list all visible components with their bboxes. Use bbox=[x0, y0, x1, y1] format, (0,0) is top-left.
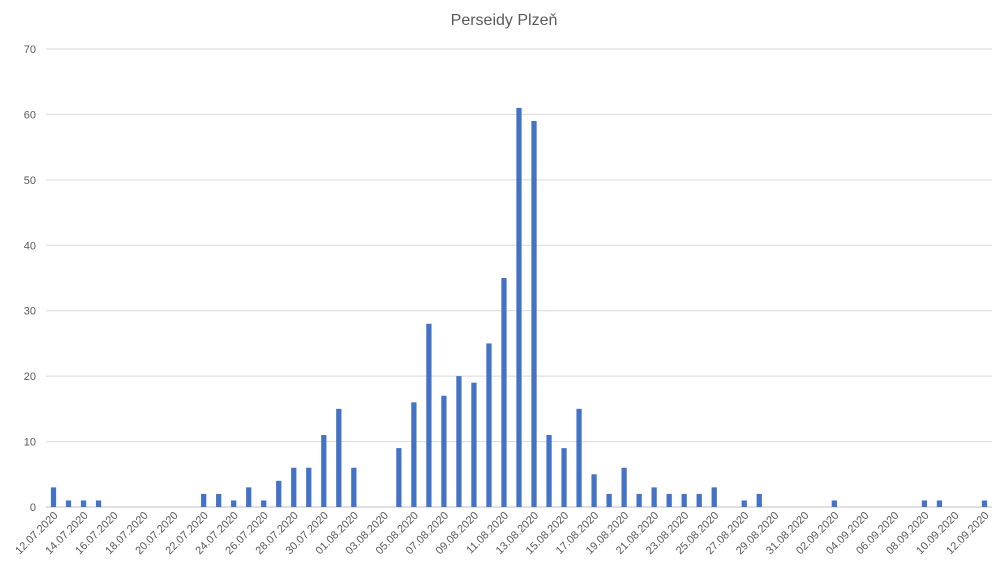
y-tick-label: 40 bbox=[24, 240, 36, 252]
bar bbox=[531, 120, 537, 507]
y-tick-label: 60 bbox=[24, 109, 36, 121]
bar bbox=[636, 493, 642, 507]
y-axis-ticks: 0 10 20 30 40 50 60 70 bbox=[24, 44, 36, 514]
bar bbox=[246, 487, 252, 507]
bar bbox=[95, 500, 102, 507]
bar bbox=[336, 408, 342, 507]
bar bbox=[516, 107, 522, 507]
bar bbox=[471, 382, 477, 507]
bar bbox=[666, 493, 672, 507]
bar bbox=[741, 500, 747, 507]
bar bbox=[576, 408, 582, 507]
bar bbox=[981, 500, 988, 507]
bar bbox=[80, 500, 87, 507]
bar bbox=[65, 500, 72, 507]
bar bbox=[711, 487, 717, 507]
chart-title: Perseidy Plzeň bbox=[450, 12, 558, 29]
y-tick-label: 10 bbox=[24, 437, 36, 449]
y-tick-label: 30 bbox=[24, 306, 36, 318]
bar bbox=[216, 493, 222, 507]
bar bbox=[231, 500, 237, 507]
bar bbox=[291, 467, 297, 507]
y-tick-label: 0 bbox=[30, 502, 36, 514]
bar bbox=[411, 402, 417, 507]
bar bbox=[201, 493, 207, 507]
bar bbox=[831, 500, 837, 507]
bar bbox=[681, 493, 687, 507]
bar bbox=[321, 435, 327, 507]
bar bbox=[561, 448, 567, 507]
bar bbox=[756, 493, 762, 507]
y-tick-label: 70 bbox=[24, 44, 36, 56]
bar bbox=[486, 343, 492, 507]
x-axis-ticks: 12.07.202014.07.202016.07.202018.07.2020… bbox=[13, 510, 991, 557]
y-tick-label: 20 bbox=[24, 371, 36, 383]
bar bbox=[306, 467, 312, 507]
bar bbox=[456, 376, 462, 507]
bar bbox=[546, 435, 552, 507]
bars bbox=[50, 107, 988, 507]
bar bbox=[936, 500, 943, 507]
bar bbox=[441, 395, 447, 507]
bar bbox=[50, 487, 57, 507]
bar bbox=[651, 487, 657, 507]
bar bbox=[606, 493, 612, 507]
bar bbox=[351, 467, 357, 507]
bar bbox=[591, 474, 597, 507]
bar bbox=[276, 480, 282, 507]
bar bbox=[261, 500, 267, 507]
bar bbox=[426, 323, 432, 507]
bar bbox=[396, 448, 402, 507]
bar bbox=[696, 493, 702, 507]
bar bbox=[921, 500, 928, 507]
bar bbox=[621, 467, 627, 507]
bar bbox=[501, 278, 507, 507]
y-tick-label: 50 bbox=[24, 175, 36, 187]
